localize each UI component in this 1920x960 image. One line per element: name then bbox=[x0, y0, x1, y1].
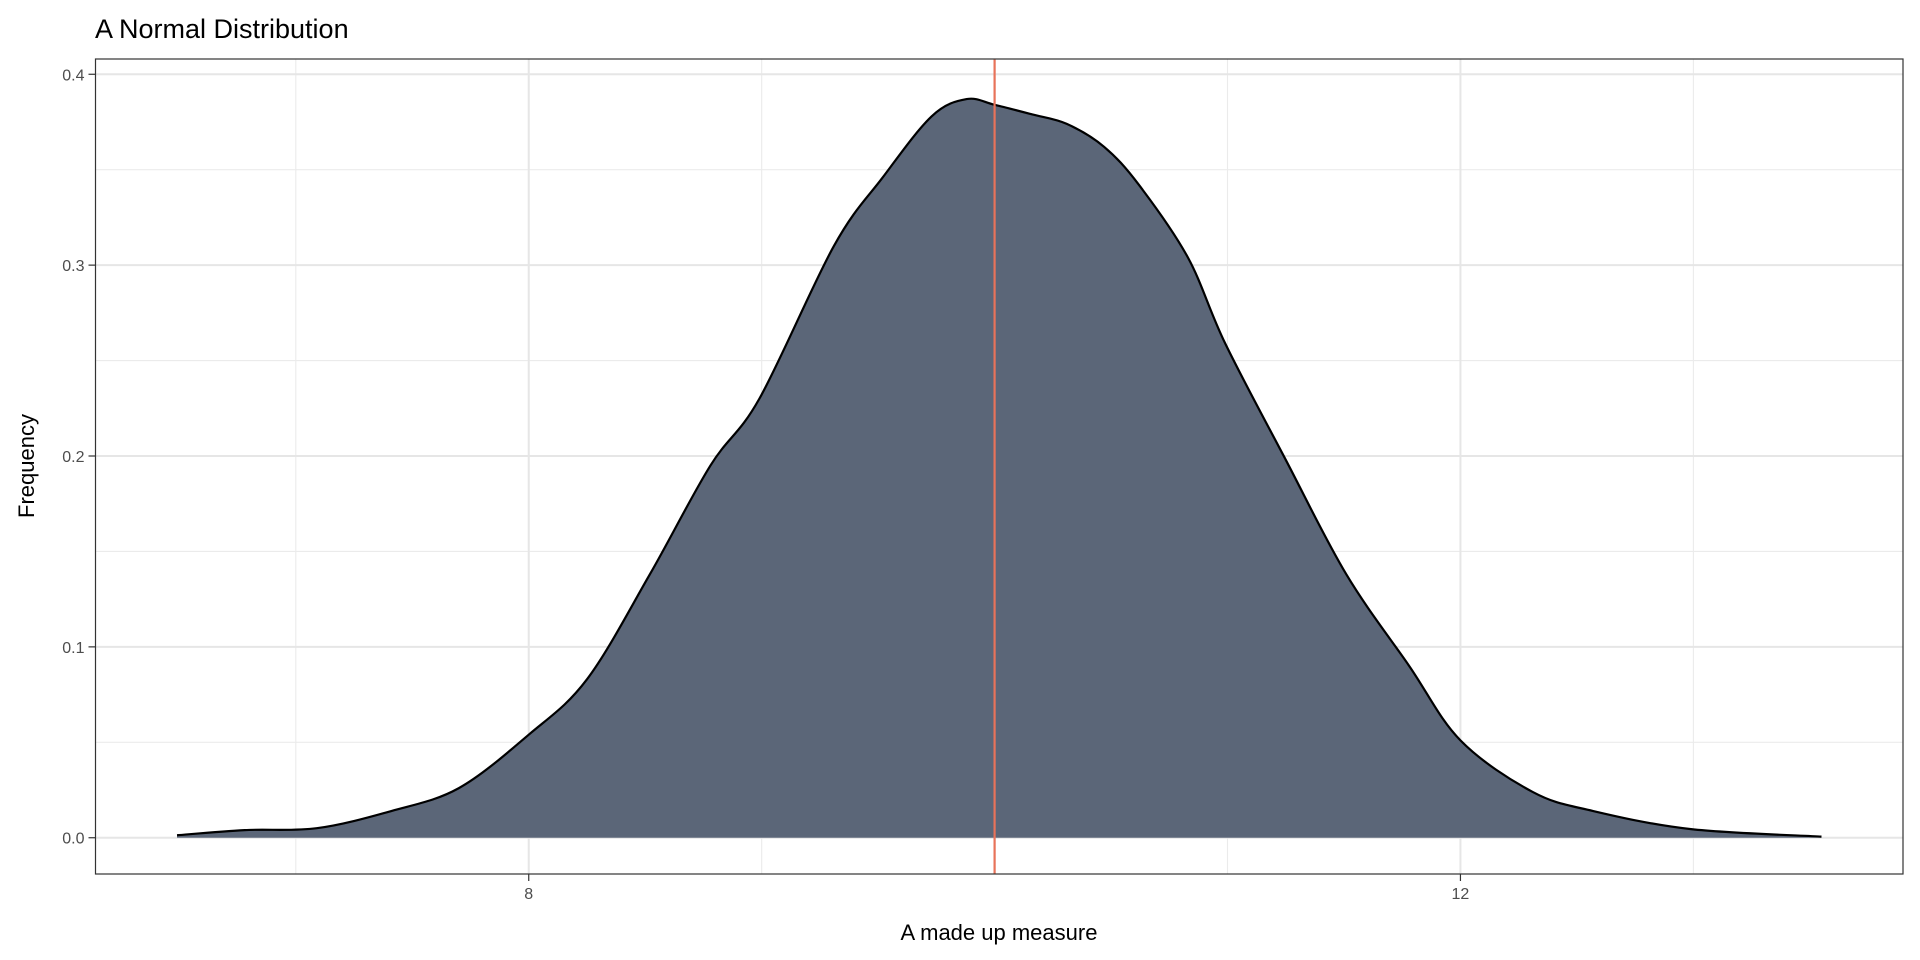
y-axis-label: Frequency bbox=[14, 414, 39, 518]
x-axis: 8 12 bbox=[524, 874, 1469, 903]
y-tick-label: 0.2 bbox=[62, 449, 84, 466]
x-tick-label: 12 bbox=[1452, 886, 1470, 903]
x-tick-label: 8 bbox=[524, 886, 533, 903]
x-axis-label: A made up measure bbox=[901, 920, 1098, 945]
y-tick-label: 0.0 bbox=[62, 831, 84, 848]
chart-title: A Normal Distribution bbox=[95, 14, 349, 44]
plot-panel-border bbox=[94, 58, 1904, 875]
y-tick-label: 0.1 bbox=[62, 640, 84, 657]
y-axis: 0.0 0.1 0.2 0.3 0.4 bbox=[62, 67, 96, 848]
density-area bbox=[177, 98, 1822, 838]
y-tick-label: 0.3 bbox=[62, 258, 84, 275]
y-tick-label: 0.4 bbox=[62, 67, 84, 84]
